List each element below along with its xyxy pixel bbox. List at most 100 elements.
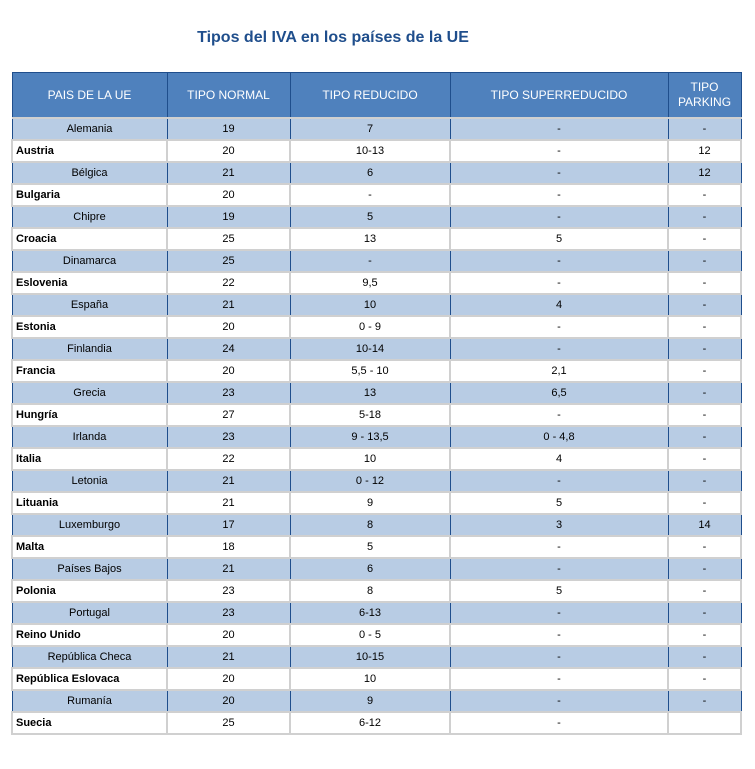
- rate-cell: -: [667, 689, 742, 713]
- rate-cell: 18: [166, 535, 291, 559]
- country-cell: Lituania: [11, 491, 168, 515]
- rate-cell: 20: [166, 139, 291, 163]
- page-title: Tipos del IVA en los países de la UE: [197, 29, 469, 46]
- rate-cell: 13: [289, 227, 451, 251]
- rate-cell: 27: [166, 403, 291, 427]
- rate-cell: 24: [166, 337, 291, 361]
- rate-cell: -: [667, 557, 742, 581]
- table-row: Bulgaria 20- - -: [11, 183, 742, 207]
- rate-cell: 10-14: [289, 337, 451, 361]
- rate-cell: 23: [166, 381, 291, 405]
- rate-cell: 20: [166, 359, 291, 383]
- rate-cell: -: [667, 227, 742, 251]
- table-row: España 21 10 4-: [11, 293, 742, 317]
- country-cell: España: [11, 293, 168, 317]
- rate-cell: 25: [166, 227, 291, 251]
- rate-cell: 9,5: [289, 271, 451, 295]
- rate-cell: -: [667, 579, 742, 603]
- rate-cell: 22: [166, 447, 291, 471]
- table-row: Letonia 21 0 - 12- -: [11, 469, 742, 493]
- rate-cell: 4: [449, 293, 669, 317]
- rate-cell: 6: [289, 557, 451, 581]
- rate-cell: -: [449, 689, 669, 713]
- country-cell: Estonia: [11, 315, 168, 339]
- country-cell: Alemania: [11, 117, 168, 141]
- rate-cell: 9 - 13,5: [289, 425, 451, 449]
- rate-cell: 5: [289, 535, 451, 559]
- rate-cell: -: [449, 337, 669, 361]
- rate-cell: 0 - 12: [289, 469, 451, 493]
- column-header: TIPO PARKING: [667, 72, 742, 119]
- rate-cell: -: [667, 623, 742, 647]
- rate-cell: 6-12: [289, 711, 451, 735]
- rate-cell: -: [449, 117, 669, 141]
- rate-cell: -: [667, 645, 742, 669]
- rate-cell: -: [449, 139, 669, 163]
- rate-cell: 20: [166, 623, 291, 647]
- rate-cell: 20: [166, 183, 291, 207]
- rate-cell: -: [667, 425, 742, 449]
- table-row: Suecia 25 6-12-: [11, 711, 742, 735]
- country-cell: Suecia: [11, 711, 168, 735]
- country-cell: Rumanía: [11, 689, 168, 713]
- country-cell: Austria: [11, 139, 168, 163]
- rate-cell: -: [449, 403, 669, 427]
- rate-cell: 17: [166, 513, 291, 537]
- country-cell: Países Bajos: [11, 557, 168, 581]
- rate-cell: -: [449, 271, 669, 295]
- rate-cell: -: [667, 491, 742, 515]
- table-row: República Eslovaca 20 10- -: [11, 667, 742, 691]
- vat-table: PAIS DE LA UE TIPO NORMAL TIPO REDUCIDO TIP…: [11, 72, 742, 735]
- rate-cell: 19: [166, 117, 291, 141]
- table-row: Lituania 21 9 5-: [11, 491, 742, 515]
- country-cell: Portugal: [11, 601, 168, 625]
- country-cell: Letonia: [11, 469, 168, 493]
- country-cell: Bélgica: [11, 161, 168, 185]
- country-cell: Chipre: [11, 205, 168, 229]
- rate-cell: 20: [166, 689, 291, 713]
- rate-cell: -: [667, 447, 742, 471]
- rate-cell: -: [667, 249, 742, 273]
- rate-cell: -: [667, 337, 742, 361]
- rate-cell: 5: [289, 205, 451, 229]
- column-header: TIPO REDUCIDO: [289, 72, 451, 119]
- table-row: Países Bajos 21 6- -: [11, 557, 742, 581]
- rate-cell: 20: [166, 315, 291, 339]
- rate-cell: -: [449, 623, 669, 647]
- country-cell: República Checa: [11, 645, 168, 669]
- rate-cell: 19: [166, 205, 291, 229]
- rate-cell: -: [449, 315, 669, 339]
- country-cell: Bulgaria: [11, 183, 168, 207]
- table-row: Reino Unido 20 0 - 5--: [11, 623, 742, 647]
- table-row: Grecia 23 13 6,5-: [11, 381, 742, 405]
- rate-cell: 21: [166, 293, 291, 317]
- rate-cell: 7: [289, 117, 451, 141]
- country-cell: Finlandia: [11, 337, 168, 361]
- rate-cell: 21: [166, 161, 291, 185]
- column-header: TIPO SUPERREDUCIDO: [449, 72, 669, 119]
- rate-cell: 21: [166, 491, 291, 515]
- column-header: TIPO NORMAL: [166, 72, 291, 119]
- rate-cell: 3: [449, 513, 669, 537]
- rate-cell: -: [449, 711, 669, 735]
- rate-cell: 5: [449, 579, 669, 603]
- rate-cell: -: [667, 469, 742, 493]
- table-row: República Checa 21 10-15- -: [11, 645, 742, 669]
- country-cell: Polonia: [11, 579, 168, 603]
- table-row: Irlanda 23 9 - 13,5 0 - 4,8-: [11, 425, 742, 449]
- rate-cell: 10-13: [289, 139, 451, 163]
- country-cell: Grecia: [11, 381, 168, 405]
- rate-cell: 14: [667, 513, 742, 537]
- rate-cell: -: [449, 205, 669, 229]
- rate-cell: -: [667, 359, 742, 383]
- rate-cell: 12: [667, 161, 742, 185]
- rate-cell: 10-15: [289, 645, 451, 669]
- rate-cell: 0 - 5: [289, 623, 451, 647]
- country-cell: Irlanda: [11, 425, 168, 449]
- table-row: Finlandia 24 10-14- -: [11, 337, 742, 361]
- rate-cell: -: [667, 601, 742, 625]
- rate-cell: 9: [289, 491, 451, 515]
- column-header: PAIS DE LA UE: [11, 72, 168, 119]
- rate-cell: -: [449, 645, 669, 669]
- rate-cell: -: [667, 403, 742, 427]
